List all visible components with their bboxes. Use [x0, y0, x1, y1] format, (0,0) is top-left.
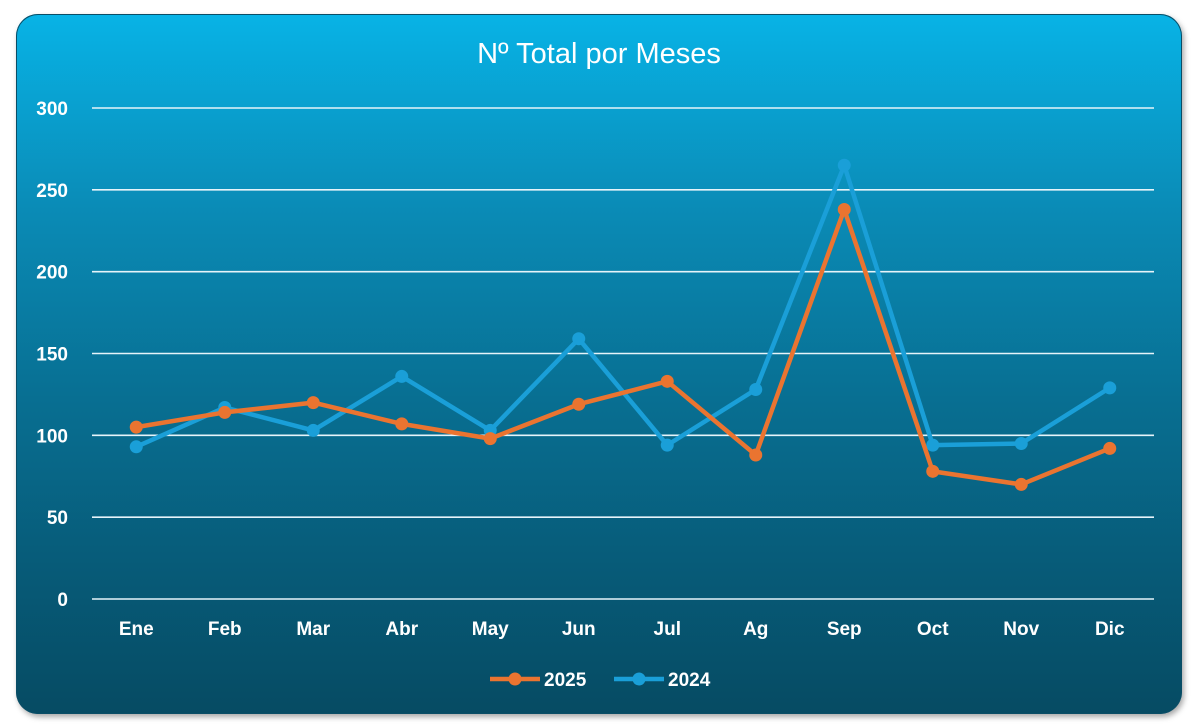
data-point — [749, 448, 763, 462]
y-axis-ticks: 0 50 100 150 200 250 300 — [36, 99, 68, 611]
x-tick-label: Oct — [917, 619, 949, 640]
x-tick-label: Sep — [827, 619, 862, 640]
data-point — [926, 438, 940, 452]
legend-marker — [508, 672, 522, 686]
data-point — [1103, 381, 1117, 395]
data-point — [572, 332, 586, 346]
x-tick-label: Mar — [296, 619, 330, 640]
data-point — [129, 440, 143, 454]
series-2025 — [129, 202, 1117, 491]
legend-label: 2025 — [544, 670, 587, 691]
x-tick-label: Ag — [743, 619, 768, 640]
data-point — [306, 423, 320, 437]
y-tick-label: 300 — [36, 99, 68, 120]
line-chart: 0 50 100 150 200 250 300 Ene Feb Mar Abr May Jun Jul… — [36, 99, 1154, 691]
data-point — [218, 405, 232, 419]
y-tick-label: 0 — [57, 590, 68, 611]
y-tick-label: 150 — [36, 345, 68, 366]
x-tick-label: Nov — [1003, 619, 1039, 640]
chart-title: Nº Total por Meses — [477, 38, 721, 70]
data-point — [572, 397, 586, 411]
legend-item-2025: 2025 — [490, 670, 587, 691]
series-layer — [129, 158, 1117, 491]
series-line-2025 — [134, 207, 1112, 487]
data-point — [395, 369, 409, 383]
legend: 2025 2024 — [490, 670, 711, 691]
data-point — [1014, 477, 1028, 491]
data-point — [1103, 441, 1117, 455]
gridlines — [92, 107, 1154, 600]
x-tick-label: May — [472, 619, 509, 640]
x-tick-label: Jul — [654, 619, 681, 640]
legend-marker — [632, 672, 646, 686]
x-tick-label: Dic — [1095, 619, 1125, 640]
x-tick-label: Abr — [385, 619, 418, 640]
data-point — [837, 158, 851, 172]
data-point — [660, 374, 674, 388]
data-point — [749, 383, 763, 397]
x-tick-label: Ene — [119, 619, 154, 640]
legend-label: 2024 — [668, 670, 711, 691]
data-point — [306, 396, 320, 410]
y-tick-label: 200 — [36, 263, 68, 284]
x-tick-label: Feb — [208, 619, 242, 640]
chart-panel: Nº Total por Meses 0 50 100 150 200 250 300 En… — [16, 14, 1182, 714]
y-tick-label: 250 — [36, 181, 68, 202]
data-point — [1014, 437, 1028, 451]
data-point — [129, 420, 143, 434]
data-point — [926, 464, 940, 478]
y-tick-label: 50 — [47, 508, 68, 529]
series-2024 — [129, 158, 1117, 454]
x-tick-label: Jun — [562, 619, 596, 640]
data-point — [837, 202, 851, 216]
data-point — [395, 417, 409, 431]
legend-item-2024: 2024 — [614, 670, 711, 691]
data-point — [660, 438, 674, 452]
x-axis-ticks: Ene Feb Mar Abr May Jun Jul Ag Sep Oct Nov Dic — [119, 619, 1125, 640]
y-tick-label: 100 — [36, 426, 68, 447]
data-point — [483, 432, 497, 446]
